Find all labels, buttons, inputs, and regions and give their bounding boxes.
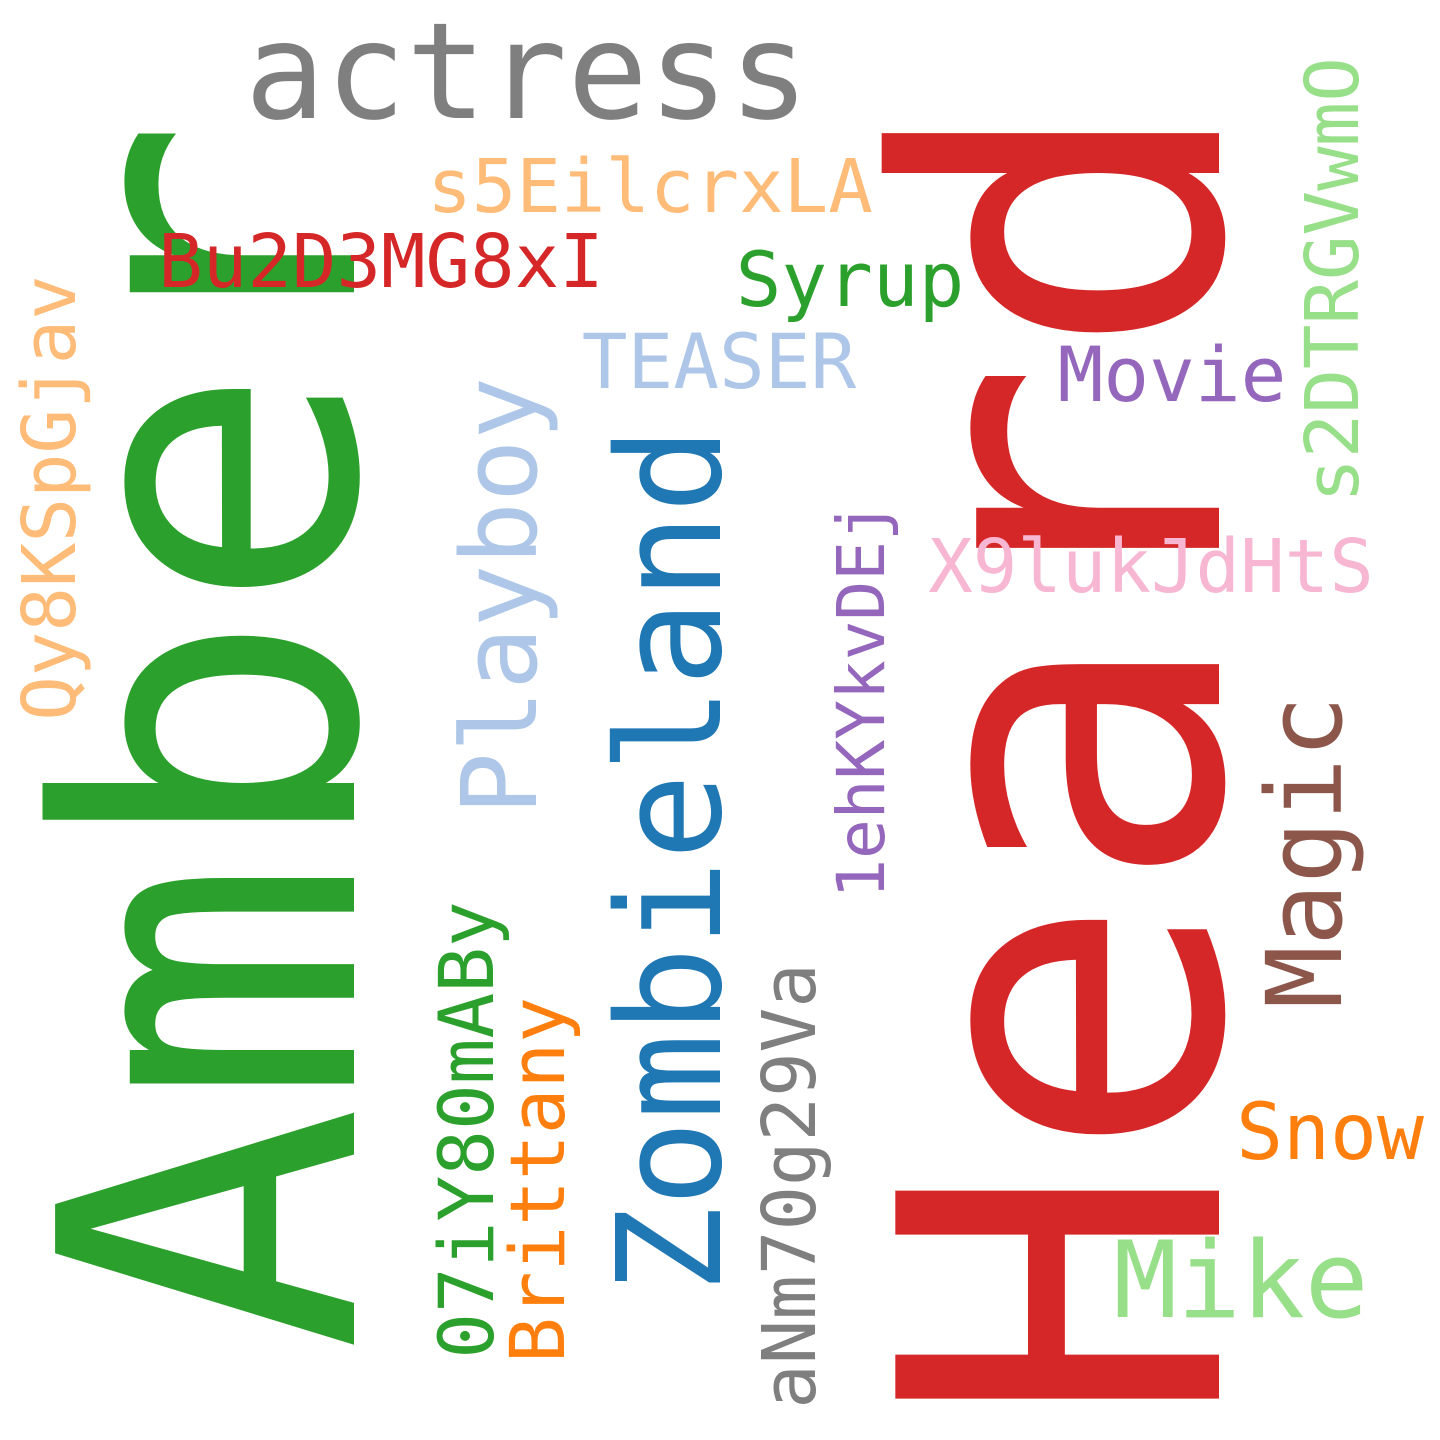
- word-bu2d3mg8xi: Bu2D3MG8xI: [158, 219, 604, 305]
- word-syrup: Syrup: [735, 235, 965, 324]
- word-actress: actress: [244, 0, 810, 150]
- word-s2dtrgvwmo: s2DTRGVwmO: [1290, 57, 1376, 503]
- word-magic: Magic: [1244, 695, 1366, 1009]
- word-playboy: Playboy: [439, 376, 561, 816]
- word-x9lukjdhts: X9lukJdHtS: [928, 524, 1374, 610]
- word-s5eilcrxla: s5EilcrxLA: [427, 144, 873, 230]
- word-snow: Snow: [1236, 1088, 1424, 1178]
- word-teaser: TEASER: [581, 317, 857, 406]
- word-1ehkykvdej: 1ehKYkvDEj: [823, 501, 900, 899]
- word-movie: Movie: [1057, 330, 1287, 419]
- word-anm70g29va: aNm70g29Va: [747, 963, 833, 1409]
- word-mike: Mike: [1113, 1219, 1369, 1342]
- word-brittany: Brittany: [493, 996, 582, 1364]
- word-zombieland: Zombieland: [586, 426, 754, 1294]
- word-qy8kspgjav: Qy8KSpGjav: [7, 275, 93, 721]
